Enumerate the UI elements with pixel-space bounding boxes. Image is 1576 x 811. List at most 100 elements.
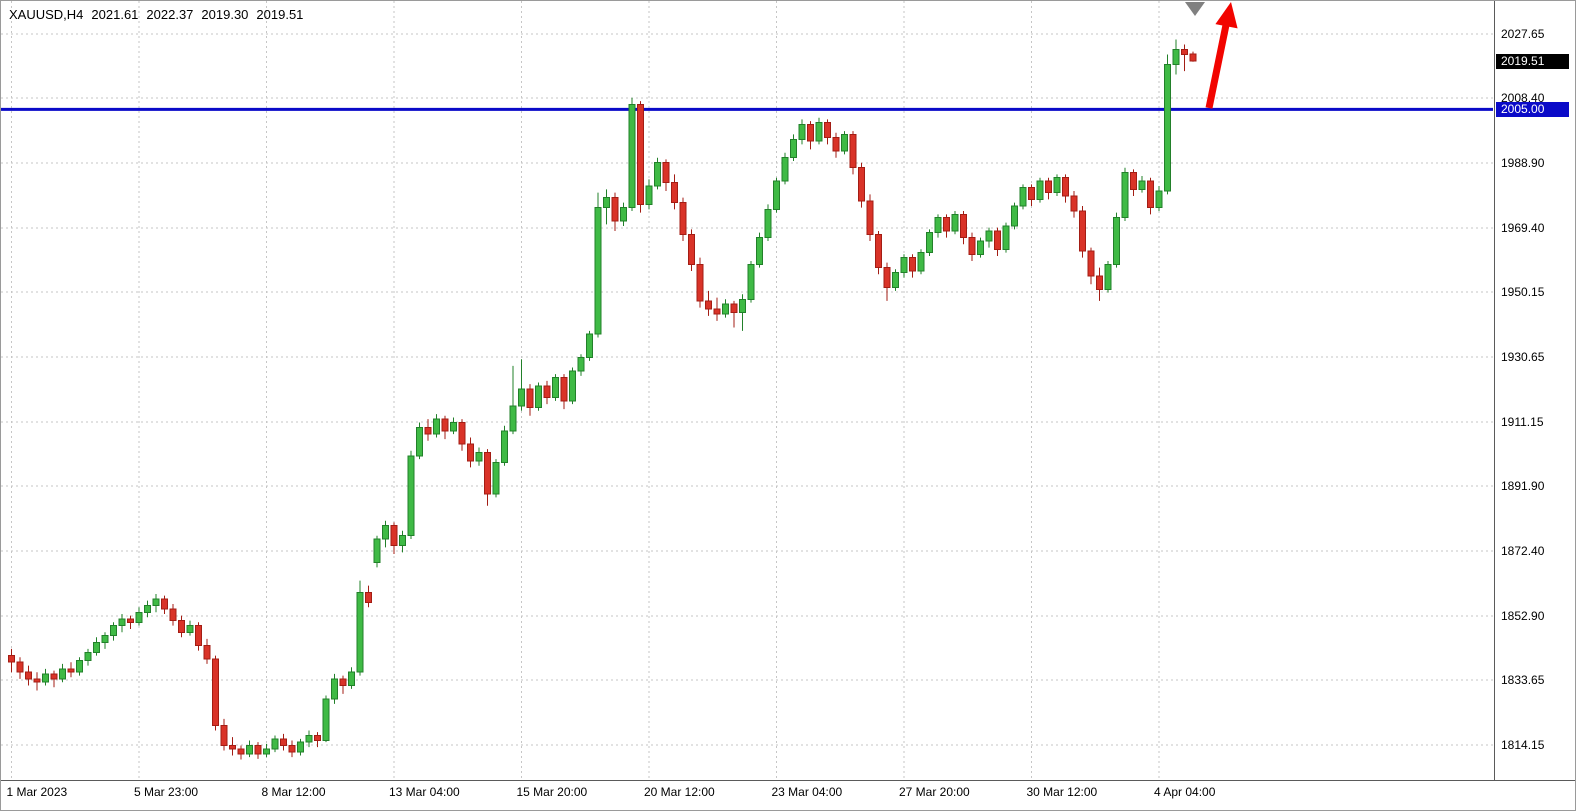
- candle-body: [118, 618, 126, 627]
- red-up-arrow-head[interactable]: [1215, 2, 1238, 29]
- candle-body: [1147, 180, 1154, 209]
- time-axis-label: 30 Mar 12:00: [1027, 785, 1098, 799]
- candle-body: [577, 357, 585, 372]
- candle-body: [841, 133, 848, 152]
- candle-body: [713, 308, 721, 315]
- candle-body: [84, 651, 92, 662]
- candle-body: [705, 300, 712, 310]
- candle-body: [951, 213, 959, 232]
- candle-body: [297, 741, 304, 753]
- candle-body: [892, 272, 899, 289]
- candle-body: [773, 180, 780, 210]
- open-value: 2021.61: [91, 7, 139, 22]
- candle-body: [305, 735, 313, 743]
- candle-body: [475, 451, 483, 462]
- candle-body: [1070, 195, 1078, 212]
- candle-body: [322, 698, 330, 742]
- candle-body: [433, 418, 440, 435]
- candle-body: [67, 668, 75, 673]
- candle-body: [356, 591, 364, 673]
- candle-body: [645, 185, 653, 205]
- candle-body: [484, 451, 491, 495]
- candle-body: [875, 233, 882, 269]
- candle-body: [186, 625, 194, 633]
- candle-body: [195, 625, 202, 647]
- price-axis-label: 1833.65: [1501, 673, 1545, 687]
- candle-body: [203, 645, 211, 660]
- candle-body: [314, 735, 321, 742]
- candle-body: [144, 605, 151, 613]
- candle-body: [127, 618, 134, 623]
- candle-body: [161, 598, 168, 610]
- high-value: 2022.37: [146, 7, 194, 22]
- candle-body: [1181, 48, 1188, 55]
- candle-body: [909, 257, 916, 272]
- price-axis-label: 1930.65: [1501, 350, 1545, 364]
- candle-body: [696, 263, 704, 302]
- candle-body: [467, 443, 474, 462]
- candle-body: [1028, 187, 1035, 200]
- time-axis-label: 5 Mar 23:00: [134, 785, 198, 799]
- candle-body: [1036, 180, 1044, 200]
- candle-body: [76, 660, 83, 673]
- candle-body: [1121, 172, 1129, 219]
- price-axis-label: 1891.90: [1501, 479, 1545, 493]
- candle-body: [1079, 210, 1086, 252]
- candle-body: [1189, 53, 1197, 62]
- candle-body: [1002, 225, 1010, 250]
- hline-price-tag: 2005.00: [1496, 101, 1569, 117]
- candle-body: [1138, 180, 1146, 190]
- red-up-arrow-shaft[interactable]: [1205, 24, 1230, 109]
- candle-body: [339, 678, 347, 687]
- candle-body: [390, 525, 398, 547]
- time-axis-label: 1 Mar 2023: [7, 785, 68, 799]
- time-axis-label: 8 Mar 12:00: [262, 785, 326, 799]
- candle-body: [1164, 63, 1171, 192]
- candle-body: [560, 377, 568, 402]
- candle-body: [382, 525, 389, 540]
- candle-body: [509, 405, 517, 432]
- current-price-tag: 2019.51: [1496, 53, 1569, 69]
- candle-body: [93, 641, 100, 653]
- candle-body: [747, 263, 755, 300]
- candle-body: [994, 230, 1001, 250]
- candle-body: [101, 635, 109, 643]
- candle-body: [569, 370, 576, 402]
- candle-body: [603, 197, 610, 209]
- candle-body: [220, 725, 228, 746]
- candle-body: [246, 744, 253, 755]
- price-axis-label: 2008.40: [1501, 91, 1545, 105]
- candle-body: [331, 678, 338, 700]
- price-axis-label: 2027.65: [1501, 27, 1545, 41]
- candle-body: [348, 671, 355, 687]
- candle-body: [399, 535, 406, 547]
- candle-body: [815, 122, 823, 142]
- candle-body: [637, 103, 644, 205]
- candle-body: [1113, 217, 1120, 265]
- candle-body: [1019, 187, 1027, 207]
- candle-body: [1011, 205, 1018, 227]
- candle-body: [535, 385, 542, 408]
- low-value: 2019.30: [201, 7, 249, 22]
- candle-body: [798, 123, 806, 140]
- candle-body: [1172, 48, 1180, 65]
- candle-body: [1104, 263, 1112, 290]
- candle-body: [42, 673, 49, 683]
- candle-body: [424, 426, 432, 435]
- candle-body: [866, 200, 874, 235]
- candle-body: [416, 426, 423, 457]
- candle-body: [883, 267, 891, 289]
- candle-body: [756, 237, 763, 265]
- candle-body: [1053, 177, 1061, 194]
- candle-body: [832, 137, 840, 152]
- ohlc-info-line: XAUUSD,H4 2021.61 2022.37 2019.30 2019.51: [9, 7, 311, 22]
- time-axis-label: 20 Mar 12:00: [644, 785, 715, 799]
- candle-body: [1045, 180, 1052, 194]
- gray-down-marker-icon[interactable]: [1185, 2, 1205, 16]
- symbol-timeframe-label: XAUUSD,H4: [9, 7, 84, 22]
- candle-body: [960, 213, 967, 239]
- candle-body: [212, 658, 219, 727]
- candle-body: [407, 455, 415, 537]
- candle-body: [365, 591, 372, 603]
